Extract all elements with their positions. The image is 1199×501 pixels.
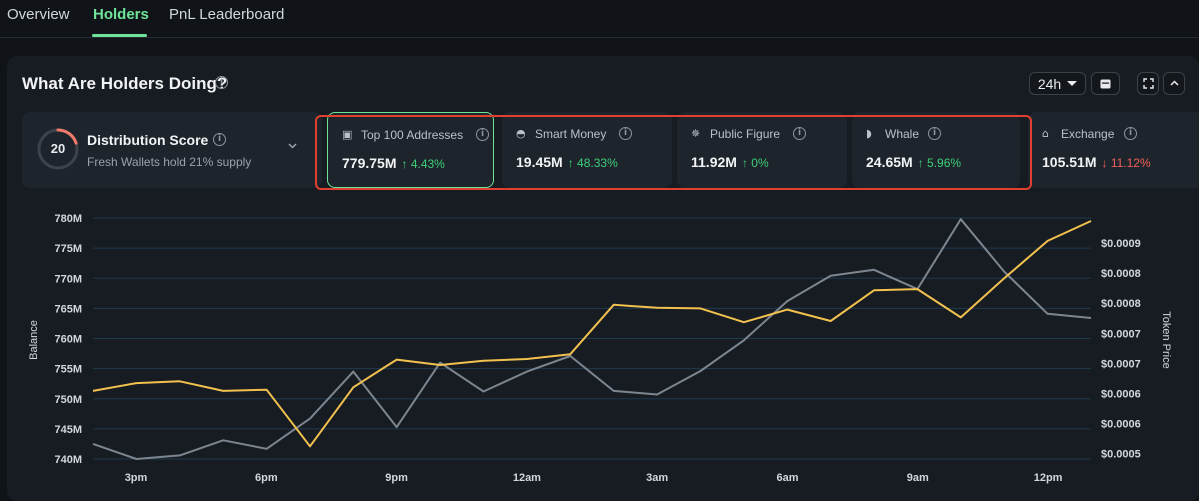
time-range-value: 24h xyxy=(1037,75,1062,92)
distribution-subtitle: Fresh Wallets hold 21% supply xyxy=(87,155,252,169)
fullscreen-button[interactable] xyxy=(1137,72,1159,95)
time-range-select[interactable]: 24h xyxy=(1029,72,1086,95)
y-axis-title: Balance xyxy=(28,320,40,360)
info-icon[interactable]: i xyxy=(476,128,489,141)
distribution-title: Distribution Score xyxy=(87,132,209,148)
x-tick-label: 12pm xyxy=(1034,472,1063,484)
wallet-icon: ▣ xyxy=(342,128,353,141)
x-axis-ticks: 3pm 6pm 9pm 12am 3am 6am 9am 12pm xyxy=(125,472,1063,484)
distribution-score-card[interactable]: 20 Distribution Score i Fresh Wallets ho… xyxy=(22,112,322,188)
metric-value: 24.65M ↑ 5.96% xyxy=(866,154,962,170)
metric-change: ↑ 0% xyxy=(741,156,769,170)
info-icon[interactable]: i xyxy=(215,76,228,89)
metric-card-top-100[interactable]: ▣ Top 100 Addresses i 779.75M ↑ 4.43% xyxy=(327,112,494,188)
calendar-icon xyxy=(1100,79,1111,89)
whale-icon: ◗ xyxy=(866,127,872,140)
y2-tick-label: $0.0009 xyxy=(1101,238,1141,250)
tab-bar: Overview Holders PnL Leaderboard xyxy=(0,0,1199,38)
collapse-button[interactable] xyxy=(1163,72,1185,95)
y-axis-ticks: 780M 775M 770M 765M 760M 755M 750M 745M 740M xyxy=(54,213,82,466)
metric-card-public-figure[interactable]: ✵ Public Figure i 11.92M ↑ 0% xyxy=(677,112,847,188)
y-tick-label: 780M xyxy=(54,213,82,225)
y-tick-label: 765M xyxy=(54,303,82,315)
smart-money-icon: ◓ xyxy=(516,127,526,140)
info-icon[interactable]: i xyxy=(1124,127,1137,140)
metric-label: Smart Money xyxy=(535,127,607,141)
metric-value: 11.92M ↑ 0% xyxy=(691,154,769,170)
y2-tick-label: $0.0007 xyxy=(1101,328,1141,340)
x-tick-label: 9am xyxy=(907,472,929,484)
y2-tick-label: $0.0008 xyxy=(1101,298,1141,310)
active-tab-indicator xyxy=(92,34,147,37)
metric-card-smart-money[interactable]: ◓ Smart Money i 19.45M ↑ 48.33% xyxy=(502,112,672,188)
metric-change: ↑ 4.43% xyxy=(401,157,445,171)
y2-tick-label: $0.0006 xyxy=(1101,389,1141,401)
y-tick-label: 775M xyxy=(54,243,82,255)
y2-tick-label: $0.0007 xyxy=(1101,358,1141,370)
tab-holders[interactable]: Holders xyxy=(93,6,149,23)
x-tick-label: 12am xyxy=(513,472,541,484)
y2-axis-ticks: $0.0009 $0.0008 $0.0008 $0.0007 $0.0007 $0.00… xyxy=(1101,238,1141,461)
x-tick-label: 3pm xyxy=(125,472,148,484)
x-tick-label: 9pm xyxy=(385,472,408,484)
y-tick-label: 760M xyxy=(54,334,82,346)
info-icon[interactable]: i xyxy=(213,133,226,146)
metric-label: Top 100 Addresses xyxy=(361,128,464,142)
metric-change: ↑ 48.33% xyxy=(567,156,618,170)
score-value: 20 xyxy=(50,141,66,156)
y2-tick-label: $0.0008 xyxy=(1101,268,1141,280)
x-tick-label: 6am xyxy=(776,472,798,484)
chart-gridlines xyxy=(93,217,1091,460)
metric-change: ↓ 11.12% xyxy=(1101,156,1151,170)
metric-card-exchange[interactable]: ⌂ Exchange i 105.51M ↓ 11.12% xyxy=(1028,112,1199,188)
info-icon[interactable]: i xyxy=(619,127,632,140)
y-tick-label: 770M xyxy=(54,273,82,285)
metric-label: Exchange xyxy=(1061,127,1115,141)
calendar-button[interactable] xyxy=(1091,72,1120,95)
panel-title: What Are Holders Doing? xyxy=(22,74,228,93)
series-line xyxy=(92,220,1092,448)
holders-balance-chart: 780M 775M 770M 765M 760M 755M 750M 745M 740M $0.… xyxy=(28,213,1172,484)
metric-label: Public Figure xyxy=(710,127,781,141)
chevron-down-icon[interactable] xyxy=(287,139,298,154)
series-line xyxy=(92,218,1092,460)
y2-tick-label: $0.0005 xyxy=(1101,449,1141,461)
score-gauge xyxy=(37,128,79,170)
chevron-up-icon xyxy=(1169,80,1179,86)
tab-overview[interactable]: Overview xyxy=(7,6,70,23)
metric-value: 779.75M ↑ 4.43% xyxy=(342,155,445,171)
y-tick-label: 750M xyxy=(54,394,82,406)
expand-icon xyxy=(1142,78,1154,89)
y-tick-label: 755M xyxy=(54,364,82,376)
info-icon[interactable]: i xyxy=(928,127,941,140)
y2-axis-title: Token Price xyxy=(1160,311,1172,368)
y-tick-label: 745M xyxy=(54,424,82,436)
x-tick-label: 3am xyxy=(646,472,668,484)
y2-tick-label: $0.0006 xyxy=(1101,419,1141,431)
metric-change: ↑ 5.96% xyxy=(917,156,962,170)
metric-value: 105.51M ↓ 11.12% xyxy=(1042,154,1151,170)
public-figure-icon: ✵ xyxy=(691,127,701,140)
metric-label: Whale xyxy=(885,127,920,141)
chart-series xyxy=(92,218,1092,460)
x-tick-label: 6pm xyxy=(255,472,278,484)
info-icon[interactable]: i xyxy=(793,127,806,140)
tab-pnl-leaderboard[interactable]: PnL Leaderboard xyxy=(169,6,285,23)
chevron-down-icon xyxy=(1067,81,1078,86)
metric-card-whale[interactable]: ◗ Whale i 24.65M ↑ 5.96% xyxy=(852,112,1020,188)
y-tick-label: 740M xyxy=(54,454,82,466)
exchange-icon: ⌂ xyxy=(1042,127,1049,140)
metric-value: 19.45M ↑ 48.33% xyxy=(516,154,618,170)
